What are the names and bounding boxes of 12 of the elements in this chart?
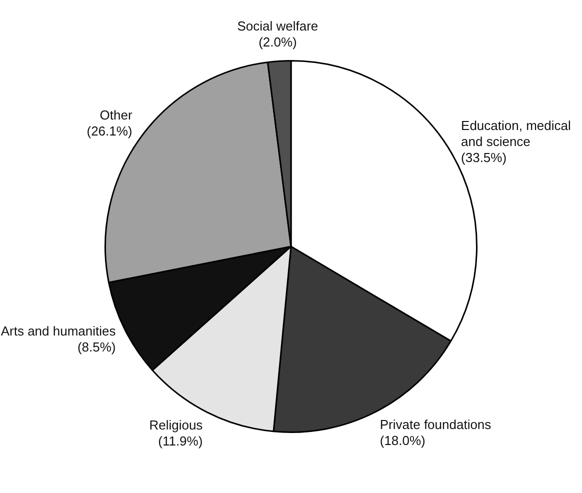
slice-label: Social welfare <box>237 18 318 34</box>
slice-label: Arts and humanities <box>0 324 116 339</box>
data-label: (33.5%) <box>461 150 507 166</box>
data-label: (26.1%) <box>86 123 132 138</box>
data-label: (8.5%) <box>77 340 116 355</box>
slice-label: Education, medical and science <box>461 118 571 150</box>
slice-label: Other <box>100 107 133 122</box>
data-label: (11.9%) <box>158 433 203 448</box>
data-label: (18.0%) <box>380 432 426 448</box>
data-label: (2.0%) <box>258 34 297 50</box>
slice-label: Religious <box>149 417 204 432</box>
slice-label: Private foundations <box>380 416 492 432</box>
